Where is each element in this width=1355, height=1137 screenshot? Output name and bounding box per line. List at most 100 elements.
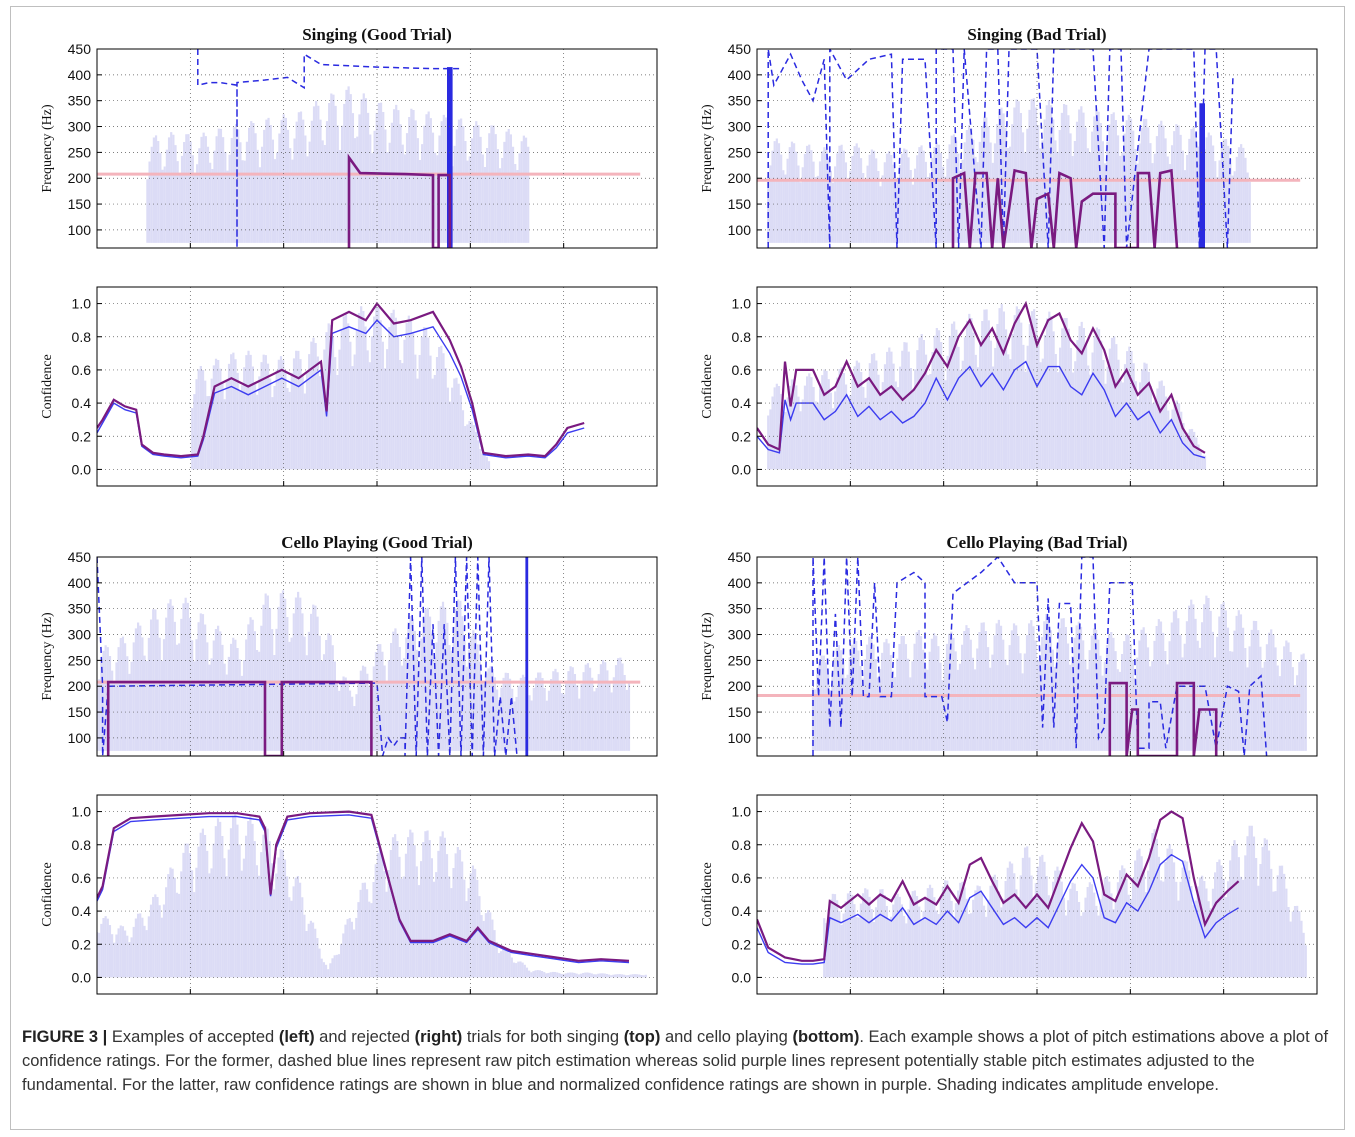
raw-confidence-line: [757, 853, 1239, 965]
y-tick-label: 150: [728, 704, 752, 720]
panel-cello_bad_conf: 0.0 0.2 0.4 0.6 0.8 1.0 Confidence: [700, 794, 1318, 995]
plot-area: [97, 810, 647, 978]
y-tick-label: 350: [68, 93, 92, 109]
amplitude-envelope: [823, 825, 1307, 978]
y-tick-label: 0.2: [732, 936, 752, 952]
y-tick-label: 300: [68, 627, 92, 643]
panel-cello_good_pitch: 100 150 200 250 300 350 400 450 Frequency (Hz) Ce…: [40, 533, 658, 757]
y-tick-label: 0.4: [732, 395, 752, 411]
y-tick-label: 1.0: [72, 296, 92, 312]
y-axis: 0.0 0.2 0.4 0.6 0.8 1.0: [72, 296, 565, 486]
caption-text-1: Examples of accepted: [111, 1028, 275, 1046]
stable-pitch-line: [951, 168, 1179, 248]
plot-area: [97, 301, 585, 470]
y-tick-label: 1.0: [732, 804, 752, 820]
y-tick-label: 0.8: [732, 837, 752, 853]
amplitude-envelope: [97, 590, 631, 751]
normalized-confidence-line: [97, 810, 630, 962]
y-tick-label: 0.0: [72, 969, 92, 985]
caption-bold-left: (left): [278, 1028, 315, 1046]
y-tick-label: 450: [728, 41, 752, 57]
amplitude-envelope: [811, 595, 1307, 751]
plot-area: [757, 49, 1301, 248]
y-axis: 100 150 200 250 300 350 400 450: [68, 549, 565, 756]
raw-pitch-dense-bar: [447, 67, 453, 248]
y-tick-label: 0.2: [72, 936, 92, 952]
y-tick-label: 400: [728, 67, 752, 83]
y-tick-label: 300: [728, 627, 752, 643]
grid: [757, 287, 1317, 486]
raw-pitch-line: [97, 557, 518, 756]
plot-area: [757, 300, 1207, 470]
y-tick-label: 400: [728, 575, 752, 591]
panel-singing_bad_pitch: 100 150 200 250 300 350 400 450 Frequency (Hz) Si…: [700, 25, 1318, 249]
y-tick-label: 0.6: [72, 362, 92, 378]
y-tick-label: 0.4: [72, 903, 92, 919]
y-axis-label: Frequency (Hz): [700, 612, 715, 701]
y-axis: 0.0 0.2 0.4 0.6 0.8 1.0: [72, 804, 565, 994]
y-tick-label: 0.4: [732, 903, 752, 919]
y-tick-label: 300: [728, 119, 752, 135]
y-tick-label: 0.8: [732, 329, 752, 345]
panel-singing_good_pitch: 100 150 200 250 300 350 400 450 Frequency (Hz) Si…: [40, 25, 658, 249]
y-tick-label: 250: [728, 652, 752, 668]
chart-title: Singing (Good Trial): [302, 25, 452, 44]
y-axis-label: Confidence: [40, 862, 55, 927]
figure-frame: [10, 6, 1345, 1130]
y-tick-label: 300: [68, 119, 92, 135]
grid: [97, 287, 657, 486]
plot-area: [757, 557, 1307, 756]
panel-cello_bad_pitch: 100 150 200 250 300 350 400 450 Frequency (Hz) Ce…: [700, 533, 1318, 757]
normalized-confidence-line: [757, 810, 1240, 962]
y-axis: 100 150 200 250 300 350 400 450: [728, 41, 1225, 248]
chart-title: Singing (Bad Trial): [967, 25, 1106, 44]
y-tick-label: 0.6: [72, 870, 92, 886]
y-tick-label: 0.0: [72, 461, 92, 477]
y-axis-label: Confidence: [700, 862, 715, 927]
stable-pitch-line: [347, 153, 452, 248]
amplitude-envelope: [767, 98, 1251, 243]
y-axis: 0.0 0.2 0.4 0.6 0.8 1.0: [732, 296, 1225, 486]
grid: [757, 795, 1317, 994]
y-tick-label: 100: [68, 730, 92, 746]
panel-singing_good_conf: 0.0 0.2 0.4 0.6 0.8 1.0 Confidence: [40, 286, 658, 487]
y-tick-label: 450: [68, 41, 92, 57]
y-tick-label: 400: [68, 575, 92, 591]
raw-pitch-line: [197, 49, 461, 248]
plot-area: [757, 810, 1307, 978]
y-tick-label: 100: [728, 730, 752, 746]
plot-area: [97, 557, 641, 756]
grid: [97, 795, 657, 994]
y-tick-label: 0.2: [72, 428, 92, 444]
raw-pitch-dense-bar: [1199, 103, 1205, 248]
y-tick-label: 200: [728, 170, 752, 186]
chart-title: Cello Playing (Good Trial): [281, 533, 473, 552]
caption-bold-top: (top): [623, 1028, 661, 1046]
y-tick-label: 450: [68, 549, 92, 565]
amplitude-envelope: [146, 86, 530, 243]
normalized-confidence-line: [97, 301, 585, 458]
caption-label: FIGURE 3 |: [22, 1028, 108, 1046]
y-axis-label: Confidence: [40, 354, 55, 419]
y-tick-label: 0.2: [732, 428, 752, 444]
y-tick-label: 0.0: [732, 969, 752, 985]
panel-singing_bad_conf: 0.0 0.2 0.4 0.6 0.8 1.0 Confidence: [700, 286, 1318, 487]
y-tick-label: 0.8: [72, 837, 92, 853]
y-tick-label: 400: [68, 67, 92, 83]
y-tick-label: 0.0: [732, 461, 752, 477]
raw-confidence-line: [757, 360, 1206, 459]
caption-text-2: and rejected: [319, 1028, 410, 1046]
y-axis-label: Confidence: [700, 354, 715, 419]
y-axis: 100 150 200 250 300 350 400 450: [68, 41, 565, 248]
raw-confidence-line: [97, 814, 630, 964]
raw-pitch-line: [767, 49, 1234, 248]
y-tick-label: 0.4: [72, 395, 92, 411]
y-axis: 100 150 200 250 300 350 400 450: [728, 549, 1225, 756]
y-tick-label: 200: [68, 170, 92, 186]
y-tick-label: 100: [728, 222, 752, 238]
y-tick-label: 200: [728, 678, 752, 694]
normalized-confidence-line: [757, 300, 1206, 454]
y-tick-label: 1.0: [732, 296, 752, 312]
y-tick-label: 200: [68, 678, 92, 694]
y-axis: 0.0 0.2 0.4 0.6 0.8 1.0: [732, 804, 1225, 994]
